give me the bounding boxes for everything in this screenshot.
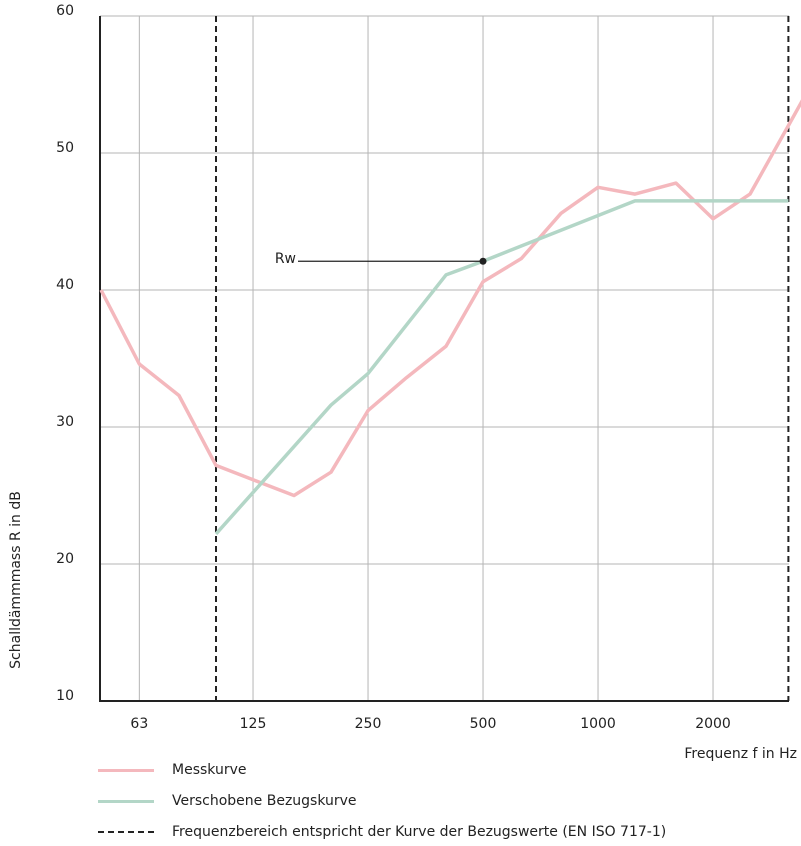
x-tick-label: 2000 [695,716,731,732]
y-tick-label: 60 [56,3,74,19]
x-tick-label: 500 [470,716,497,732]
annotation-layer: Rw [275,251,487,267]
tick-labels: 10203040506063125250500100020004000 [56,3,731,732]
series-line-messkurve [99,99,801,498]
x-tick-label: 250 [355,716,382,732]
legend-label: Frequenzbereich entspricht der Kurve der… [172,824,667,840]
grid [100,15,789,701]
legend-swatch-frequenzbereich [98,831,154,833]
y-tick-label: 40 [56,277,74,293]
series-line-bezugskurve [214,199,789,536]
legend-label: Messkurve [172,762,247,778]
rw-marker [479,257,487,265]
y-tick-label: 10 [56,688,74,704]
y-tick-label: 30 [56,414,74,430]
x-axis-label: Frequenz f in Hz [684,746,797,762]
x-tick-label: 125 [240,716,267,732]
legend-swatch-bezugskurve [98,800,154,803]
legend-swatch-messkurve [98,769,154,772]
x-tick-label: 1000 [580,716,616,732]
x-tick-label: 63 [130,716,148,732]
axes [99,16,789,702]
y-tick-label: 20 [56,551,74,567]
y-tick-label: 50 [56,140,74,156]
series-layer [99,99,801,536]
legend: Messkurve Verschobene Bezugskurve Freque… [98,760,798,846]
y-axis-label: Schalldämmmass R in dB [8,491,24,669]
legend-label: Verschobene Bezugskurve [172,793,357,809]
frequency-range-lines [215,16,790,701]
rw-label: Rw [275,251,296,267]
